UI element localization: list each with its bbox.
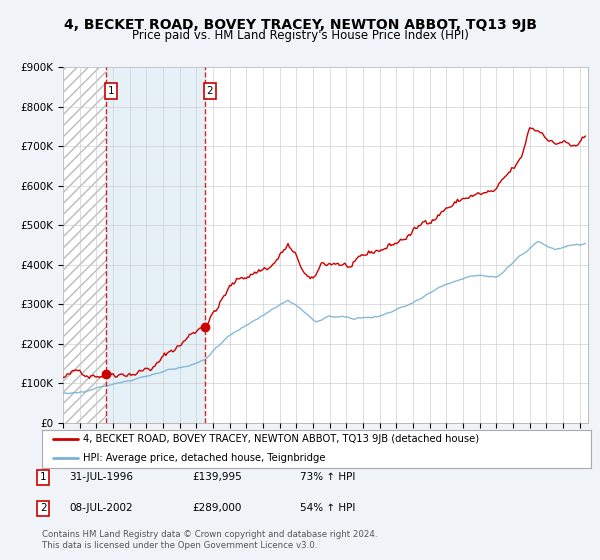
Text: Contains HM Land Registry data © Crown copyright and database right 2024.: Contains HM Land Registry data © Crown c… — [42, 530, 377, 539]
Text: 2: 2 — [40, 503, 47, 514]
Text: 08-JUL-2002: 08-JUL-2002 — [69, 503, 133, 514]
Text: Price paid vs. HM Land Registry's House Price Index (HPI): Price paid vs. HM Land Registry's House … — [131, 29, 469, 42]
Text: 1: 1 — [40, 472, 47, 482]
Bar — [63, 67, 106, 423]
Text: 4, BECKET ROAD, BOVEY TRACEY, NEWTON ABBOT, TQ13 9JB: 4, BECKET ROAD, BOVEY TRACEY, NEWTON ABB… — [64, 18, 536, 32]
Text: HPI: Average price, detached house, Teignbridge: HPI: Average price, detached house, Teig… — [83, 453, 326, 463]
Text: 31-JUL-1996: 31-JUL-1996 — [69, 472, 133, 482]
Text: 4, BECKET ROAD, BOVEY TRACEY, NEWTON ABBOT, TQ13 9JB (detached house): 4, BECKET ROAD, BOVEY TRACEY, NEWTON ABB… — [83, 434, 479, 444]
Text: 1: 1 — [107, 86, 114, 96]
Bar — [106, 67, 205, 423]
Text: £139,995: £139,995 — [192, 472, 242, 482]
Text: £289,000: £289,000 — [192, 503, 241, 514]
Text: 54% ↑ HPI: 54% ↑ HPI — [300, 503, 355, 514]
Text: 2: 2 — [206, 86, 213, 96]
Text: This data is licensed under the Open Government Licence v3.0.: This data is licensed under the Open Gov… — [42, 541, 317, 550]
Text: 73% ↑ HPI: 73% ↑ HPI — [300, 472, 355, 482]
